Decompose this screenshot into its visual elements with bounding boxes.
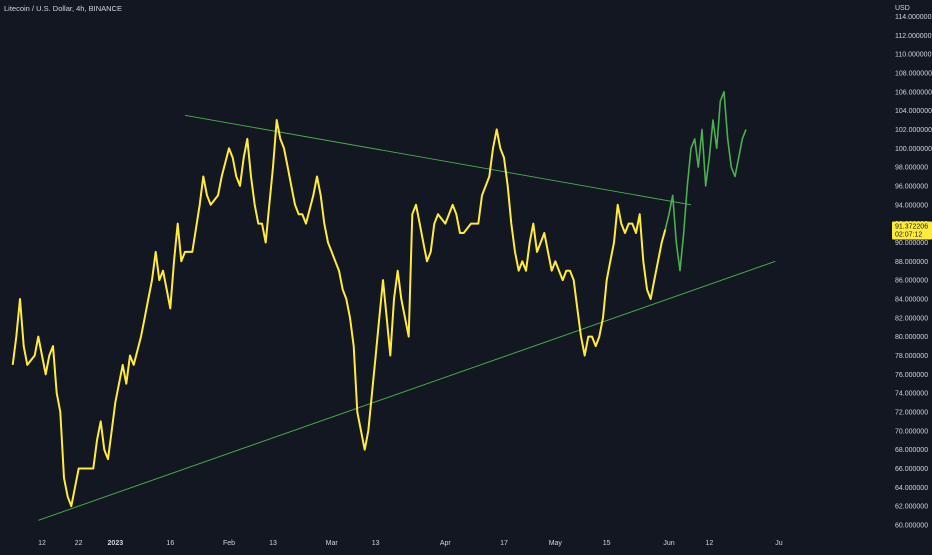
x-tick-label: 13: [269, 540, 277, 547]
y-tick-label: 106.000000: [895, 89, 932, 96]
y-tick-label: 114.000000: [895, 14, 932, 21]
bar-countdown: 02:07:12: [895, 232, 922, 239]
y-tick-label: 96.000000: [895, 183, 928, 190]
x-tick-label: 17: [500, 540, 508, 547]
time-axis[interactable]: 12 22 2023 16 Feb 13 Mar 13 Apr 17 May 15 Jun 12 Ju: [38, 540, 783, 547]
y-tick-label: 68.000000: [895, 447, 928, 454]
x-tick-label: Mar: [326, 540, 339, 547]
y-tick-label: 76.000000: [895, 372, 928, 379]
trendline-1[interactable]: [184, 114, 692, 206]
y-tick-label: 72.000000: [895, 409, 928, 416]
y-tick-label: 104.000000: [895, 108, 932, 115]
x-tick-label: 22: [75, 540, 83, 547]
x-tick-label: Jun: [663, 540, 674, 547]
last-price-value: 91.372206: [895, 224, 928, 231]
y-tick-label: 102.000000: [895, 127, 932, 134]
x-tick-label: 12: [38, 540, 46, 547]
last-price-tag-background: [892, 221, 932, 240]
y-tick-label: 84.000000: [895, 296, 928, 303]
x-tick-label: May: [549, 540, 563, 547]
y-tick-label: 70.000000: [895, 428, 928, 435]
y-tick-label: 112.000000: [895, 33, 932, 40]
x-tick-label: 15: [603, 540, 611, 547]
y-tick-label: 98.000000: [895, 165, 928, 172]
y-tick-label: 82.000000: [895, 315, 928, 322]
x-tick-label: 13: [372, 540, 380, 547]
y-tick-label: 108.000000: [895, 70, 932, 77]
y-tick-label: 74.000000: [895, 391, 928, 398]
y-tick-label: 100.000000: [895, 146, 932, 153]
y-tick-label: 64.000000: [895, 485, 928, 492]
price-series: [11, 91, 747, 508]
y-tick-label: 94.000000: [895, 202, 928, 209]
y-tick-label: 60.000000: [895, 523, 928, 530]
price-line: [11, 119, 667, 508]
y-tick-label: 86.000000: [895, 278, 928, 285]
x-tick-label: Apr: [440, 540, 452, 547]
x-tick-label: 12: [705, 540, 713, 547]
projection-line: [664, 91, 747, 272]
x-tick-label: Feb: [223, 540, 235, 547]
x-tick-label: 16: [166, 540, 174, 547]
y-tick-label: 66.000000: [895, 466, 928, 473]
y-tick-label: 78.000000: [895, 353, 928, 360]
x-tick-label: 2023: [108, 540, 124, 547]
trendlines: [38, 114, 776, 521]
x-tick-label: Ju: [775, 540, 783, 547]
y-tick-label: 90.000000: [895, 240, 928, 247]
trendline-2[interactable]: [38, 260, 776, 521]
y-tick-label: 110.000000: [895, 52, 932, 59]
y-tick-label: 80.000000: [895, 334, 928, 341]
chart-title: Litecoin / U.S. Dollar, 4h, BINANCE: [4, 4, 122, 13]
axis-currency-label: USD: [895, 5, 910, 12]
last-price-tag: 91.372206 02:07:12: [892, 221, 932, 240]
y-tick-label: 62.000000: [895, 504, 928, 511]
y-tick-label: 88.000000: [895, 259, 928, 266]
price-axis[interactable]: 60.000000 62.000000 64.000000 66.000000 68.0…: [895, 14, 932, 530]
